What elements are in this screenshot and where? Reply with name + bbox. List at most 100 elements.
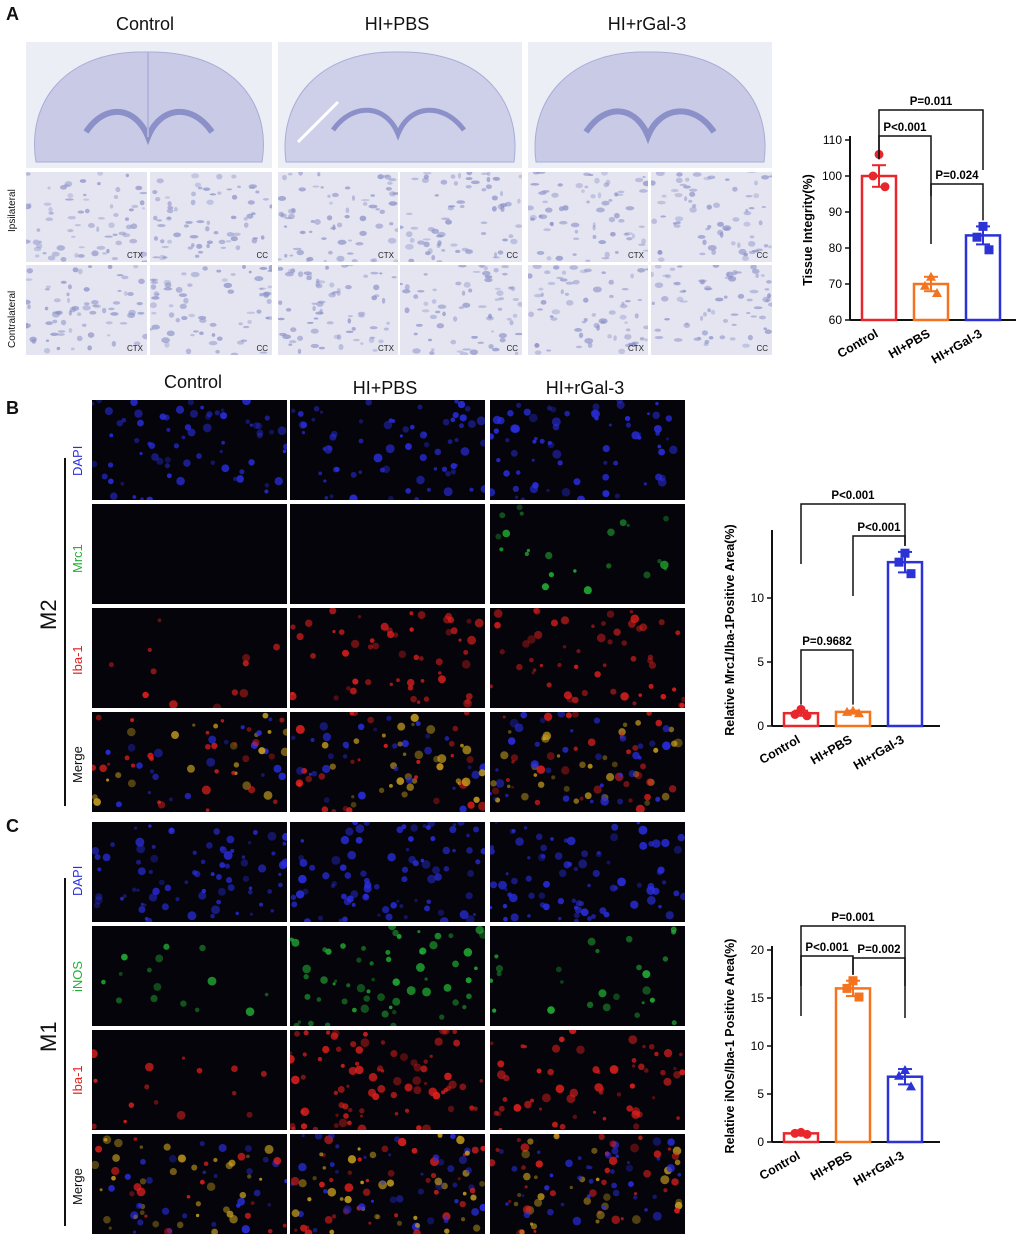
- micro-hirgal-ipsi-ctx: CTX: [528, 172, 648, 262]
- chart-mrc1-iba1: 0 5 10 Relative Mrc1/Iba-1Positive Area(%) C…: [723, 490, 940, 773]
- y-tick-label: 0: [757, 719, 764, 733]
- fluor-b-red-hipbs: [290, 608, 485, 708]
- data-point: [920, 280, 930, 290]
- region-label: CTX: [628, 344, 644, 353]
- y-tick-label: 20: [751, 943, 765, 957]
- region-label: CTX: [628, 251, 644, 260]
- p-value-label: P=0.001: [831, 912, 875, 924]
- fluor-b-dapi-hipbs: [290, 400, 485, 500]
- region-label: CC: [256, 344, 268, 353]
- row-label-contralateral: Contralateral: [7, 290, 18, 348]
- cell-texture: [150, 265, 272, 355]
- y-tick-label: 15: [751, 991, 765, 1005]
- row-label-ipsilateral: Ipsilateral: [7, 189, 18, 232]
- region-label: CC: [506, 251, 518, 260]
- cell-texture: [278, 172, 398, 262]
- data-point: [848, 976, 858, 986]
- micro-hipbs-ipsi-ctx: CTX: [278, 172, 398, 262]
- p-value-label: P=0.024: [935, 170, 979, 182]
- cell-texture: [152, 173, 272, 261]
- stain-label-merge-b: Merge: [70, 746, 85, 783]
- cell-texture: [278, 265, 397, 355]
- stain-label-mrc1: Mrc1: [70, 544, 85, 573]
- data-point: [978, 221, 988, 231]
- col-title-hirgal-a: HI+rGal-3: [607, 14, 687, 34]
- stain-label-iba1-b: Iba-1: [70, 645, 85, 675]
- data-point: [900, 548, 910, 558]
- fluor-c-green-hipbs: [290, 926, 485, 1026]
- cell-texture: [26, 265, 147, 354]
- comparison-bracket: [878, 135, 932, 196]
- micro-hirgal-ipsi-cc: CC: [651, 172, 772, 262]
- p-value-label: P<0.001: [857, 522, 901, 534]
- panel-letter-b: B: [6, 398, 19, 418]
- y-tick-label: 90: [829, 205, 843, 219]
- data-point: [972, 232, 982, 242]
- stain-label-dapi-c: DAPI: [70, 865, 85, 896]
- data-point: [906, 1081, 916, 1091]
- bar-2: [886, 1075, 924, 1144]
- data-point: [932, 288, 942, 297]
- region-label: CC: [506, 344, 518, 353]
- region-label: CC: [756, 344, 768, 353]
- y-axis-label: Relative iNOs/Iba-1 Positive Area(%): [723, 939, 737, 1154]
- chart-inos-iba1: 0 5 10 15 20 Relative iNOs/Iba-1 Positive Are…: [723, 912, 940, 1189]
- group-label-m2: M2: [36, 599, 61, 630]
- y-tick-label: 5: [757, 655, 764, 669]
- data-point: [868, 171, 878, 181]
- fluor-c-green-hirgal: [490, 926, 685, 1026]
- bar-2: [886, 560, 924, 728]
- p-value-label: P<0.001: [805, 942, 849, 954]
- comparison-bracket: [878, 109, 984, 170]
- data-point: [854, 708, 864, 718]
- data-point: [796, 704, 806, 714]
- fluor-b-merge-hirgal: [490, 712, 685, 812]
- p-value-label: P=0.9682: [802, 636, 852, 648]
- data-point: [802, 1129, 812, 1139]
- cell-texture: [400, 172, 522, 262]
- x-tick-label: HI+PBS: [808, 1148, 854, 1183]
- data-point: [926, 271, 936, 281]
- p-value-label: P=0.002: [857, 944, 900, 956]
- cell-texture: [651, 172, 772, 262]
- stain-label-merge-c: Merge: [70, 1168, 85, 1205]
- p-value-label: P<0.001: [831, 490, 875, 502]
- fluor-b-dapi-hirgal: [490, 400, 685, 500]
- x-tick-label: HI+PBS: [886, 326, 932, 361]
- comparison-bracket: [930, 183, 984, 244]
- y-tick-label: 80: [829, 241, 843, 255]
- data-point: [842, 983, 852, 993]
- region-label: CC: [256, 251, 268, 260]
- fluor-b-red-control: [92, 608, 287, 708]
- comparison-bracket: [852, 957, 906, 1018]
- data-point: [894, 1070, 904, 1080]
- fluor-b-green-hipbs: [290, 504, 485, 604]
- col-title-hirgal-b: HI+rGal-3: [545, 378, 625, 398]
- region-label: CTX: [378, 251, 394, 260]
- data-point: [906, 569, 916, 579]
- data-point: [900, 1065, 910, 1074]
- data-point: [848, 705, 858, 715]
- x-tick-label: HI+PBS: [808, 732, 854, 767]
- bar-1: [834, 987, 872, 1144]
- col-title-control-b: Control: [163, 372, 223, 392]
- y-tick-label: 5: [757, 1087, 764, 1101]
- fluor-c-merge-control: [92, 1134, 287, 1234]
- fluor-b-red-hirgal: [490, 608, 685, 708]
- micro-hirgal-contra-cc: CC: [651, 265, 772, 355]
- data-point: [790, 709, 800, 719]
- y-tick-label: 70: [829, 277, 843, 291]
- p-value-label: P<0.001: [883, 122, 927, 134]
- region-label: CTX: [378, 344, 394, 353]
- bar-2: [964, 234, 1002, 322]
- brain-section-hirgal: [528, 42, 772, 168]
- fluor-c-red-hipbs: [290, 1030, 485, 1130]
- x-tick-label: Control: [835, 326, 880, 360]
- micro-control-contra-cc: CC: [150, 265, 272, 355]
- x-tick-label: HI+rGal-3: [929, 326, 984, 366]
- fluor-c-merge-hirgal: [490, 1134, 685, 1234]
- fluor-b-green-hirgal: [490, 504, 685, 604]
- cell-texture: [528, 265, 648, 355]
- fluor-c-red-control: [92, 1030, 287, 1130]
- fluor-b-green-control: [92, 504, 287, 604]
